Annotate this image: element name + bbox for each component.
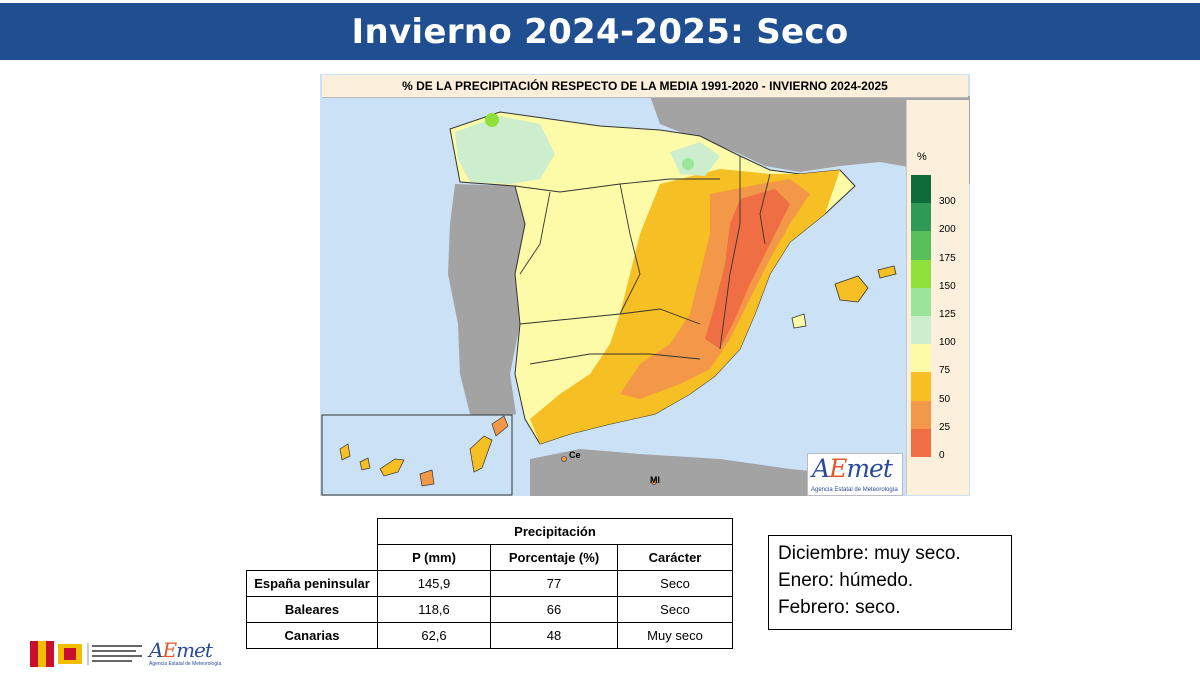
wet-spot-navarra [682,158,694,170]
legend-swatch-300 [911,175,931,204]
ceuta-marker [561,456,567,462]
table-group-header-row: Precipitación [247,518,733,545]
cell-caracter: Seco [617,596,733,623]
france-land [650,96,970,184]
aemet-footer-logo-subtitle: Agencia Estatal de Meteorología [149,661,222,667]
precipitation-table: Precipitación P (mm) Porcentaje (%) Cará… [246,518,733,649]
column-header-caracter: Carácter [617,544,733,571]
map-title: % DE LA PRECIPITACIÓN RESPECTO DE LA MED… [322,75,968,98]
monthly-notes-box: Diciembre: muy seco. Enero: húmedo. Febr… [768,535,1012,630]
cell-p: 145,9 [377,570,491,597]
aemet-logo-subtitle: Agencia Estatal de Meteorología [811,487,898,493]
north-africa-land [530,449,850,496]
legend-swatch-150 [911,259,931,288]
legend-swatch-0 [911,428,931,457]
table-column-header-row: P (mm) Porcentaje (%) Carácter [247,544,733,571]
column-header-p: P (mm) [377,544,491,571]
note-february: Febrero: seco. [778,597,901,618]
legend-tick-label: 50 [939,393,951,405]
table-row: Canarias 62,6 48 Muy seco [246,622,733,649]
slide-title: Invierno 2024-2025: Seco [351,11,849,52]
note-january: Enero: húmedo. [778,570,914,591]
table-corner-2 [247,545,378,571]
legend-swatch-100 [911,316,931,345]
canary-island-5 [469,435,493,473]
cell-caracter: Seco [617,570,733,597]
legend-unit: % [917,151,927,163]
legend-tick-label: 25 [939,421,951,433]
legend-tick-label: 175 [939,252,956,264]
melilla-label: Ml [650,475,660,485]
table-row: España peninsular 145,9 77 Seco [246,570,733,597]
table-group-header: Precipitación [377,518,733,545]
government-of-spain-logo [30,641,142,667]
aemet-footer-logo: AEmet Agencia Estatal de Meteorología [149,638,222,670]
legend-swatch-75 [911,344,931,373]
legend-tick-label: 75 [939,365,951,377]
wet-zone-pyrenees [670,142,720,176]
cell-p: 62,6 [377,622,491,649]
aemet-logo-mark: AEmet [812,454,893,483]
legend-tick-label: 125 [939,309,956,320]
aemet-map-logo: AEmet Agencia Estatal de Meteorología [807,453,903,496]
legend-tick-label: 300 [939,196,956,208]
legend-tick-label: 200 [939,224,956,236]
column-header-pct: Porcentaje (%) [490,544,618,571]
cell-p: 118,6 [377,596,491,623]
melilla-marker [651,479,657,485]
wet-zone-northwest [455,116,555,184]
wet-spot-galicia [485,113,499,127]
ibiza [791,313,807,329]
note-december: Diciembre: muy seco. [778,543,961,564]
region-borders [514,156,771,365]
legend-tick-label: 0 [939,450,945,461]
canary-island-4 [419,469,435,487]
ceuta-label: Ce [569,450,581,460]
legend-swatch-125 [911,287,931,316]
row-label: España peninsular [246,570,378,597]
legend-swatch-175 [911,231,931,260]
row-label: Canarias [246,622,378,649]
table-row: Baleares 118,6 66 Seco [246,596,733,623]
cell-caracter: Muy seco [617,622,733,649]
row-label: Baleares [246,596,378,623]
legend-swatch-25 [911,400,931,429]
aemet-footer-logo-mark: AEmet [149,638,213,662]
legend-swatch-50 [911,372,931,401]
precipitation-map [321,96,970,496]
portugal-land [448,184,525,419]
cell-pct: 48 [490,622,618,649]
cell-pct: 66 [490,596,618,623]
slide-title-bar: Invierno 2024-2025: Seco [0,3,1200,60]
cell-pct: 77 [490,570,618,597]
mallorca [834,275,869,303]
legend-tick-label: 150 [939,280,956,292]
canary-island-2 [359,457,371,471]
canary-island-3 [379,458,405,477]
table-corner [247,519,378,545]
driest-zone [705,189,790,349]
canary-island-1 [339,443,351,461]
legend-tick-label: 100 [939,337,956,349]
canary-island-6 [491,415,509,437]
menorca [877,265,897,279]
legend-swatch-200 [911,203,931,232]
